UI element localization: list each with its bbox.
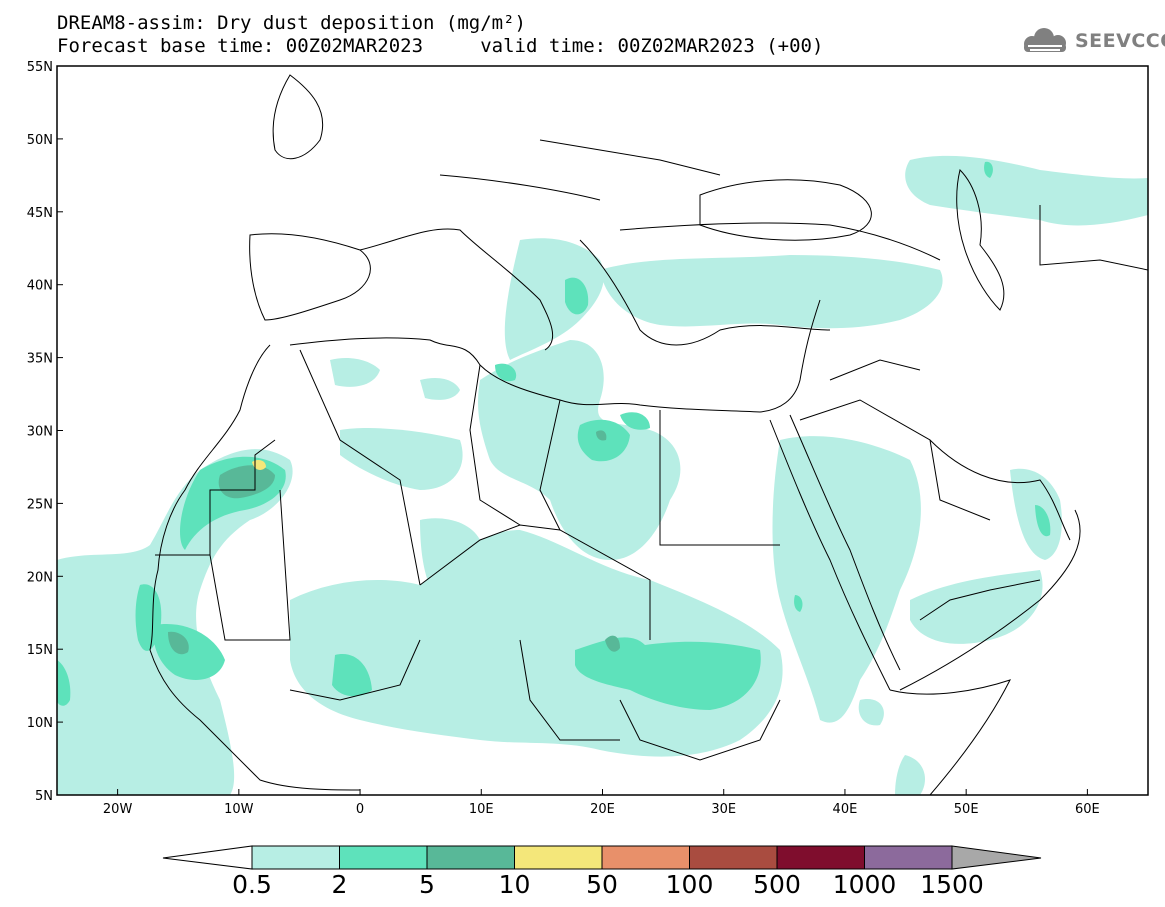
lat-tick-label: 40N [27, 279, 53, 294]
dust-field [57, 74, 1148, 795]
colorbar-box [776, 845, 865, 870]
lon-tick-label: 50E [954, 802, 979, 817]
coastlines-and-borders [149, 74, 1148, 795]
dust-level-1-areas [57, 155, 1148, 795]
lat-tick-label: 20N [27, 570, 53, 585]
colorbar-box [601, 845, 690, 870]
lat-tick-label: 50N [27, 133, 53, 148]
colorbar-label: 50 [586, 870, 618, 899]
lat-tick-label: 30N [27, 425, 53, 440]
lat-tick-label: 15N [27, 643, 53, 658]
colorbar-box [251, 845, 340, 870]
colorbar-label: 500 [753, 870, 801, 899]
colorbar-label: 1000 [833, 870, 897, 899]
lat-tick-label: 55N [27, 60, 53, 75]
lat-tick-label: 10N [27, 716, 53, 731]
colorbar-label: 5 [419, 870, 435, 899]
colorbar-box [514, 845, 603, 870]
colorbar-label: 100 [666, 870, 714, 899]
lat-tick-label: 25N [27, 497, 53, 512]
map-subtitle-times: Forecast base time: 00Z02MAR2023 valid t… [57, 35, 824, 57]
lon-tick-label: 20E [590, 802, 615, 817]
lon-tick-label: 0 [356, 802, 364, 817]
colorbar-label: 10 [499, 870, 531, 899]
colorbar-box [426, 845, 515, 870]
colorbar-under-arrow [162, 845, 253, 870]
lon-tick-label: 10E [469, 802, 494, 817]
colorbar-box [864, 845, 953, 870]
lon-tick-label: 10W [224, 802, 254, 817]
lat-tick-label: 35N [27, 352, 53, 367]
colorbar-label: 0.5 [232, 870, 272, 899]
lon-tick-label: 40E [833, 802, 858, 817]
lat-tick-label: 5N [35, 789, 53, 804]
logo-text: SEEVCCC [1075, 30, 1165, 52]
colorbar-label: 2 [332, 870, 348, 899]
lat-tick-label: 45N [27, 206, 53, 221]
colorbar-box [339, 845, 428, 870]
colorbar-box [689, 845, 778, 870]
seevccc-logo [1024, 28, 1066, 52]
latitude-axis: 55N 50N 45N 40N 35N 30N 25N 20N 15N 10N 5N [27, 60, 63, 804]
lon-tick-label: 60E [1075, 802, 1100, 817]
colorbar-legend: 0.5 2 5 10 50 100 500 1000 1500 [162, 845, 1042, 899]
lon-tick-label: 20W [103, 802, 133, 817]
map-title: DREAM8-assim: Dry dust deposition (mg/m²… [57, 12, 526, 34]
lon-tick-label: 30E [711, 802, 736, 817]
colorbar-label: 1500 [920, 870, 984, 899]
colorbar-over-arrow [951, 845, 1042, 870]
longitude-axis: 20W 10W 0 10E 20E 30E 40E 50E 60E [103, 789, 1100, 817]
